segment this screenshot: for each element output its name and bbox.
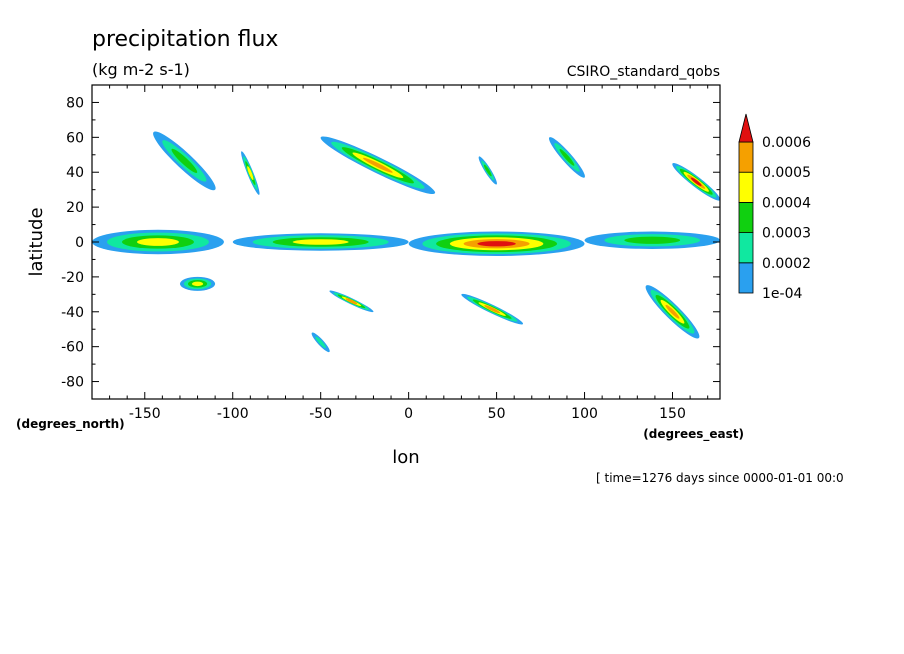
colorbar-swatch [738, 232, 754, 264]
contour-level-4 [247, 166, 254, 181]
time-note: [ time=1276 days since 0000-01-01 00:0 [596, 471, 844, 485]
contour-level-4 [191, 281, 204, 287]
y-tick-label: 20 [66, 200, 84, 216]
y-tick-label: 60 [66, 130, 84, 146]
contour-level-6 [690, 177, 702, 186]
y-tick-label: 40 [66, 165, 84, 181]
x-tick-label: -50 [309, 406, 332, 422]
y-tick-labels: 80 60 40 20 0 -20 -40 -60 -80 [61, 95, 84, 390]
colorbar-label: 1e-04 [762, 286, 802, 302]
feature-southern-ocean-cell [311, 332, 330, 353]
feature-south-pacific-cell [179, 276, 216, 291]
colorbar-legend: 1e-04 0.0002 0.0003 0.0004 0.0005 0.0006 [738, 113, 811, 302]
x-tick-label: -150 [129, 406, 161, 422]
x-tick-labels: -150 -100 -50 0 50 100 150 [129, 406, 686, 422]
feature-equatorial-band-east [408, 231, 585, 256]
x-tick-label: 150 [659, 406, 686, 422]
feature-equatorial-band-far-east [584, 231, 720, 249]
contour-level-3 [624, 236, 681, 244]
colorbar-label: 0.0006 [762, 135, 811, 151]
feature-asia-streak [548, 137, 585, 178]
x-tick-label: 100 [571, 406, 598, 422]
feature-south-atlantic-streak [329, 290, 374, 313]
feature-equatorial-band-west [92, 229, 224, 255]
y-tick-label: 80 [66, 95, 84, 111]
contour-level-6 [477, 241, 516, 247]
contour-level-5 [484, 305, 501, 314]
feature-pacific-storm-track-nw [153, 131, 216, 191]
y-tick-label: -60 [61, 340, 84, 356]
colorbar-label: 0.0004 [762, 195, 811, 211]
contour-level-3 [171, 148, 198, 173]
colorbar-swatch [738, 171, 754, 203]
colorbar-label: 0.0003 [762, 226, 811, 242]
x-tick-label: -100 [217, 406, 249, 422]
axis-ticks [92, 84, 720, 400]
contour-level-5 [345, 298, 358, 305]
contour-level-4 [136, 238, 179, 246]
x-axis-label: lon [392, 447, 419, 468]
feature-south-indian-streak [461, 293, 524, 325]
colorbar-label: 0.0005 [762, 165, 811, 181]
y-tick-label: -20 [61, 270, 84, 286]
x-tick-label: 0 [404, 406, 413, 422]
feature-atlantic-storm-track [320, 136, 436, 195]
contour-level-3 [483, 164, 492, 177]
colorbar-label: 0.0002 [762, 256, 811, 272]
feature-nw-pacific-cell [672, 163, 720, 201]
feature-north-america-streak [241, 151, 260, 195]
feature-spcz-streak [645, 285, 700, 339]
colorbar-swatch [738, 201, 754, 233]
plot-area: -150 -100 -50 0 50 100 150 80 60 40 20 0 -20 -40 -60 -… [61, 84, 721, 422]
y-tick-label: -80 [61, 375, 84, 391]
colorbar-swatch [738, 262, 754, 294]
contour-level-3 [559, 149, 575, 166]
y-tick-label: 0 [75, 235, 84, 251]
contour-level-2 [315, 336, 326, 349]
colorbar-swatch [738, 141, 754, 173]
x-tick-label: 50 [488, 406, 506, 422]
y-units-label: (degrees_north) [16, 417, 125, 432]
y-axis-label: latitude [26, 207, 47, 276]
colorbar-max-triangle [738, 113, 754, 143]
y-tick-label: -40 [61, 305, 84, 321]
contour-level-5 [665, 304, 680, 319]
chart-units: (kg m-2 s-1) [92, 60, 190, 79]
contour-level-4 [292, 239, 349, 245]
contour-level-5 [363, 157, 393, 173]
x-units-label: (degrees_east) [643, 427, 744, 442]
feature-equatorial-band-central [232, 233, 409, 251]
chart-title: precipitation flux [92, 27, 278, 52]
feature-europe-streak [478, 156, 497, 185]
source-label: CSIRO_standard_qobs [567, 64, 720, 80]
precip-contours [92, 131, 720, 353]
